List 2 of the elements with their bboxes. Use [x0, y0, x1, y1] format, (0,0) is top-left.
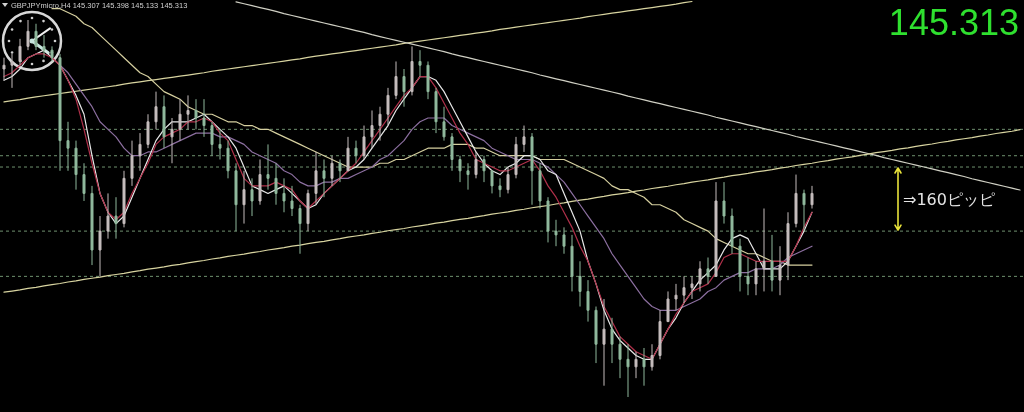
annotation: 145.313 — [888, 2, 1019, 43]
annotation: ⇒160ピッピ — [903, 190, 995, 210]
